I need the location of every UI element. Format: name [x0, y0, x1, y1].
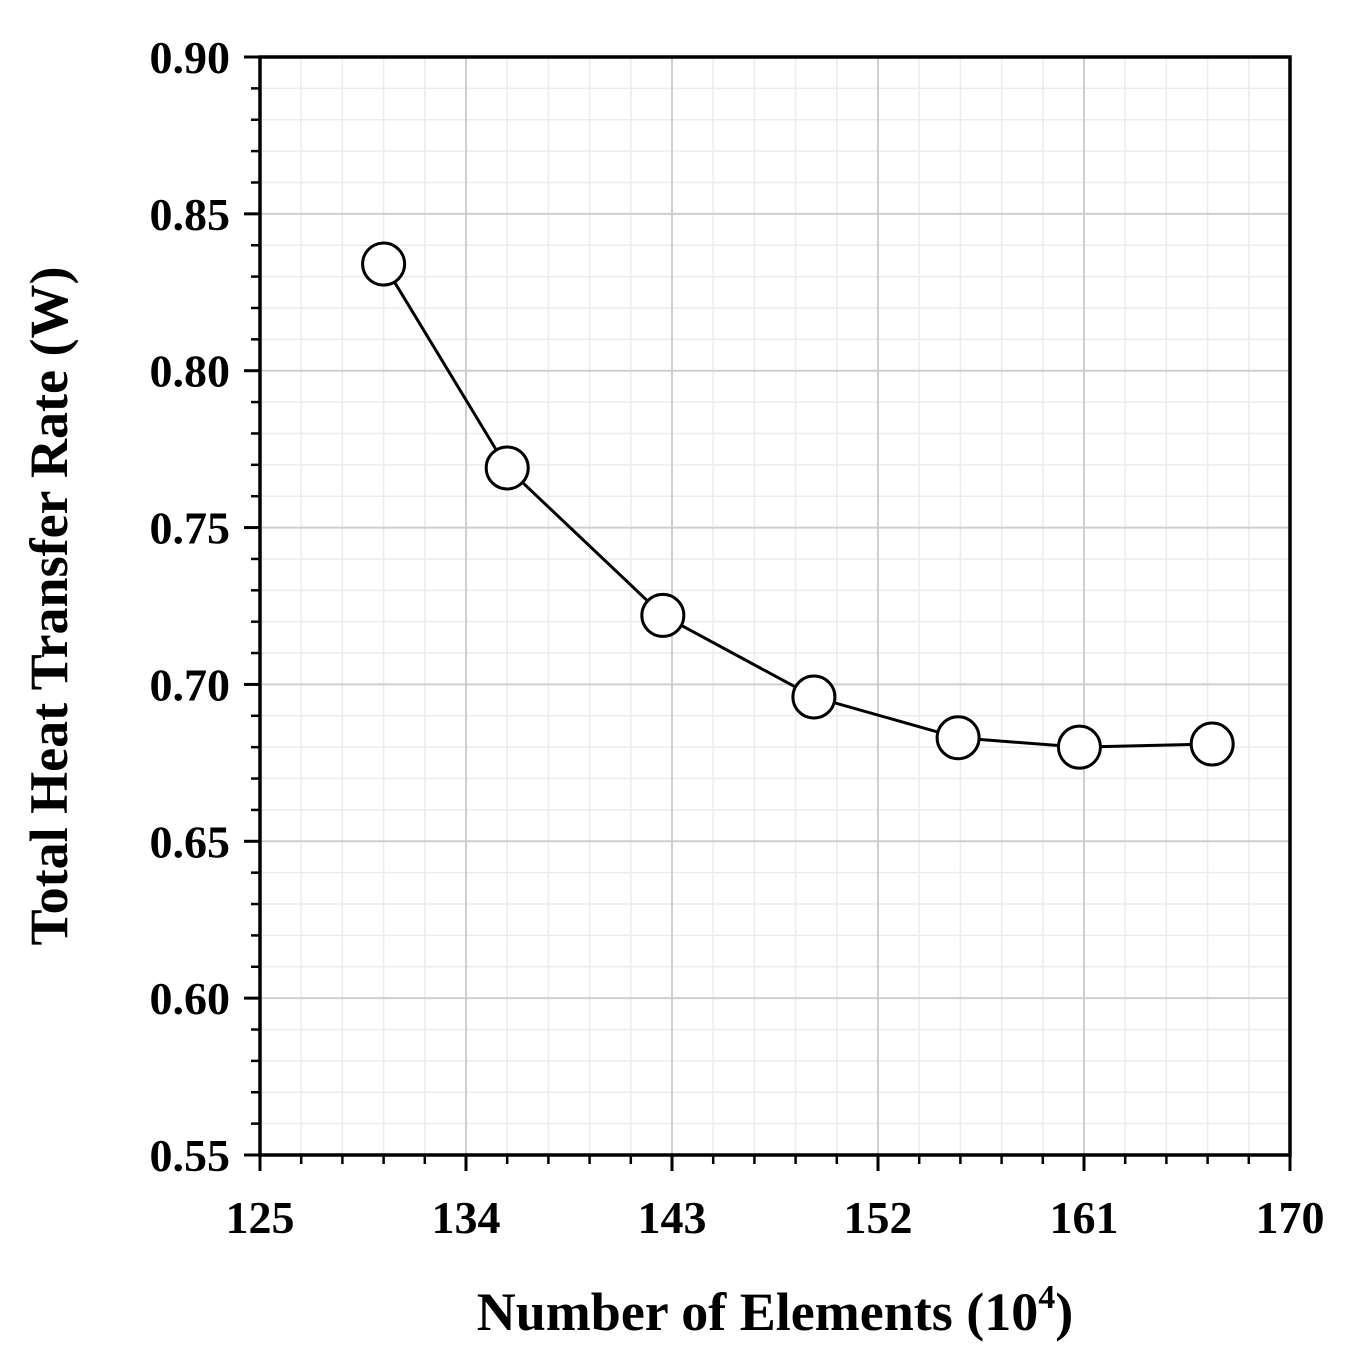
x-tick-label: 152 — [844, 1192, 913, 1243]
y-tick-label: 0.75 — [150, 503, 231, 554]
x-tick-labels: 125 134 143 152 161 170 — [226, 1192, 1325, 1243]
x-tick-label: 170 — [1256, 1192, 1325, 1243]
data-point — [791, 674, 837, 720]
y-axis-title: Total Heat Transfer Rate (W) — [19, 267, 79, 946]
y-tick-label: 0.55 — [150, 1130, 231, 1181]
data-point — [1189, 721, 1235, 767]
x-tick-label: 134 — [432, 1192, 501, 1243]
data-point — [935, 715, 981, 761]
data-point — [484, 445, 530, 491]
y-tick-label: 0.60 — [150, 973, 231, 1024]
axis-ticks — [244, 55, 1292, 1171]
y-tick-label: 0.65 — [150, 816, 231, 867]
x-tick-label: 143 — [638, 1192, 707, 1243]
major-grid — [260, 57, 1290, 1155]
y-tick-label: 0.90 — [150, 32, 231, 83]
data-point — [640, 592, 686, 638]
x-tick-label: 125 — [226, 1192, 295, 1243]
y-tick-labels: 0.55 0.60 0.65 0.70 0.75 0.80 0.85 0.90 — [150, 32, 231, 1181]
data-markers — [361, 241, 1235, 770]
y-tick-label: 0.70 — [150, 659, 231, 710]
x-tick-label: 161 — [1050, 1192, 1119, 1243]
plot-frame — [258, 55, 1292, 1157]
data-point — [1056, 724, 1102, 770]
y-tick-label: 0.85 — [150, 189, 231, 240]
x-axis-title: Number of Elements (104) — [477, 1279, 1073, 1342]
minor-grid — [260, 57, 1290, 1155]
data-point — [361, 241, 407, 287]
y-tick-label: 0.80 — [150, 346, 231, 397]
